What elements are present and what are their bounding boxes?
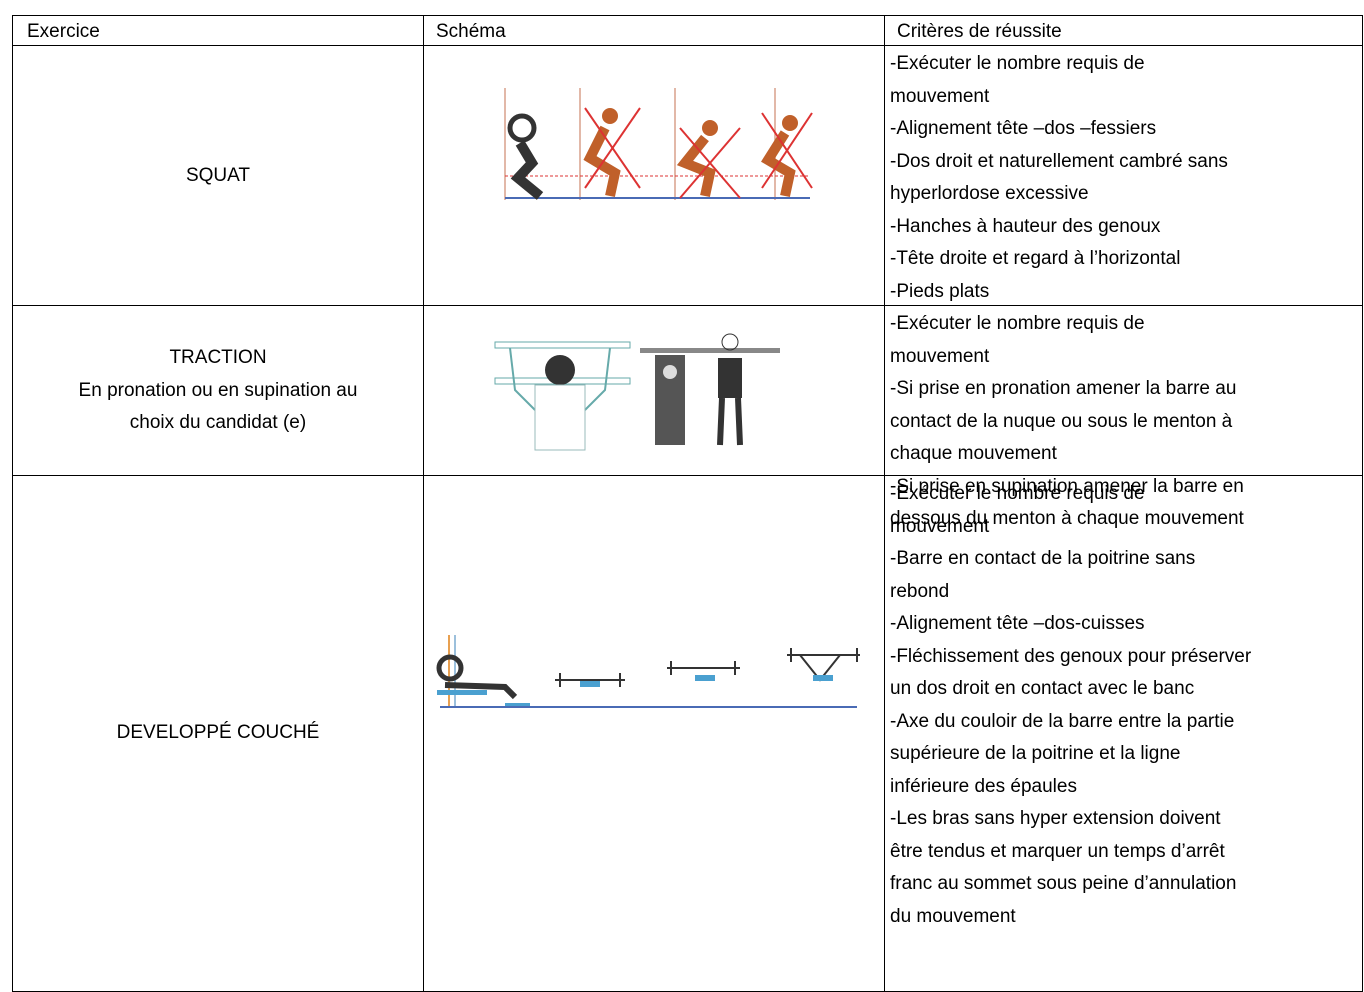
- header-cell: Critères de réussite: [884, 15, 1363, 46]
- criteria-line: franc au sommet sous peine d’annulation: [890, 873, 1237, 894]
- criteria-line: rebond: [890, 580, 950, 602]
- criteria-line: supérieure de la poitrine et la ligne: [890, 743, 1181, 764]
- criteria-line: mouvement: [890, 85, 990, 107]
- schema-cell: [423, 305, 884, 476]
- exercise-text: TRACTION: [169, 347, 267, 369]
- criteria-line: -Si prise en supination amener la barre …: [890, 475, 1244, 497]
- criteria-line: -Dos droit et naturellement cambré sans: [890, 150, 1228, 172]
- criteria-line: -Fléchissement des genoux pour préserver: [890, 645, 1252, 667]
- squat-illustration: [504, 88, 813, 200]
- schema-cell: [423, 475, 884, 992]
- exercise-text: En pronation ou en supination au: [78, 379, 358, 401]
- criteria-line: contact de la nuque ou sous le menton à: [890, 410, 1233, 432]
- pullup-illustration: [494, 333, 780, 451]
- criteria-line: -Exécuter le nombre requis de: [890, 53, 1145, 74]
- criteria-line: -Si prise en pronation amener la barre a…: [890, 378, 1237, 399]
- criteria-line: -Barre en contact de la poitrine sans: [890, 548, 1196, 569]
- exercise-text: SQUAT: [185, 164, 251, 186]
- criteria-line: -Alignement tête –dos-cuisses: [890, 613, 1145, 634]
- criteria-line: chaque mouvement: [890, 443, 1057, 464]
- header-cell: Exercice: [12, 15, 423, 46]
- exercise-cell: TRACTION En pronation ou en supination au…: [12, 305, 423, 476]
- criteria-line: -Tête droite et regard à l’horizontal: [890, 248, 1181, 269]
- criteria-cell: -Exécuter le nombre requis de mouvement -S…: [884, 305, 1363, 529]
- header-cell: Schéma: [423, 15, 884, 46]
- schema-cell: [423, 45, 884, 306]
- criteria-line: inférieure des épaules: [890, 775, 1077, 797]
- exercise-text: choix du candidat (e): [129, 412, 307, 434]
- criteria-line: -Axe du couloir de la barre entre la par…: [890, 710, 1235, 732]
- criteria-cell: -Exécuter le nombre requis de mouvement -B…: [884, 475, 1363, 992]
- criteria-line: dessous du menton à chaque mouvement: [890, 508, 1244, 529]
- criteria-cell: -Exécuter le nombre requis de mouvement -A…: [884, 45, 1363, 306]
- header-text: Schéma: [436, 21, 506, 42]
- criteria-line: hyperlordose excessive: [890, 183, 1089, 204]
- criteria-line: mouvement: [890, 515, 990, 537]
- criteria-line: -Alignement tête –dos –fessiers: [890, 118, 1157, 139]
- criteria-line: mouvement: [890, 345, 990, 367]
- header-text: Exercice: [27, 21, 100, 42]
- exercise-cell: SQUAT: [12, 45, 423, 306]
- criteria-line: un dos droit en contact avec le banc: [890, 678, 1195, 699]
- bench-illustration: [436, 635, 860, 708]
- criteria-line: du mouvement: [890, 905, 1016, 927]
- exercise-text: DEVELOPPÉ COUCHÉ: [116, 722, 320, 744]
- criteria-line: -Exécuter le nombre requis de: [890, 483, 1145, 504]
- criteria-line: -Les bras sans hyper extension doivent: [890, 808, 1221, 829]
- header-text: Critères de réussite: [897, 21, 1062, 42]
- criteria-line: être tendus et marquer un temps d’arrêt: [890, 840, 1225, 862]
- exercise-cell: DEVELOPPÉ COUCHÉ: [12, 475, 423, 992]
- criteria-line: -Hanches à hauteur des genoux: [890, 215, 1161, 237]
- criteria-line: -Pieds plats: [890, 280, 990, 302]
- criteria-line: -Exécuter le nombre requis de: [890, 313, 1145, 334]
